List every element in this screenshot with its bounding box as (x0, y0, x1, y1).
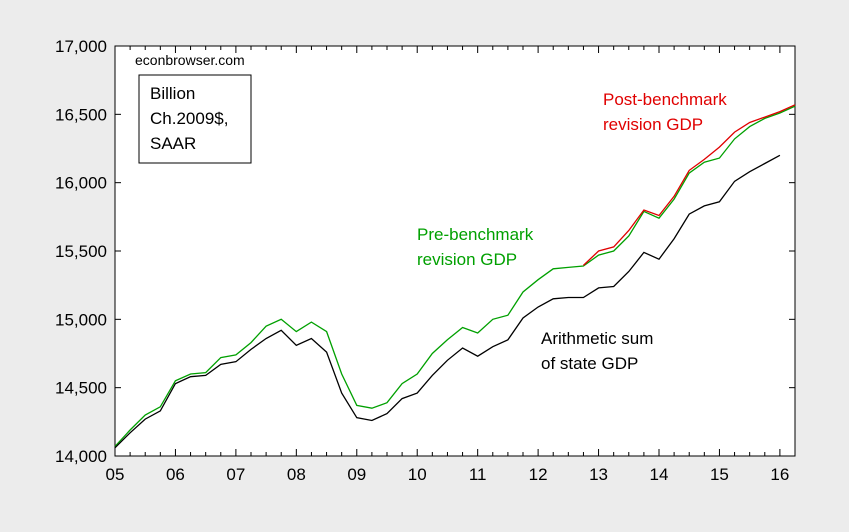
annotation-post-line-2: revision GDP (603, 115, 703, 134)
x-tick-label: 12 (529, 465, 548, 484)
series-line-post-benchmark (582, 104, 796, 266)
units-box: Billion Ch.2009$, SAAR (138, 74, 252, 164)
series-line-state-gdp (114, 154, 781, 449)
x-tick-label: 13 (589, 465, 608, 484)
units-line-1: Billion (150, 84, 195, 103)
x-tick-label: 10 (408, 465, 427, 484)
y-tick-label: 15,500 (55, 242, 107, 261)
y-axis: 14,000 14,500 15,000 15,500 16,000 16,500 17,0… (55, 37, 795, 466)
annotation-post-benchmark: Post-benchmark revision GDP (603, 90, 727, 134)
x-tick-label: 15 (710, 465, 729, 484)
y-tick-label: 14,000 (55, 447, 107, 466)
annotation-state-line-1: Arithmetic sum (541, 329, 653, 348)
y-tick-label: 16,500 (55, 105, 107, 124)
y-tick-label: 14,500 (55, 379, 107, 398)
annotation-state-line-2: of state GDP (541, 354, 638, 373)
source-label: econbrowser.com (135, 52, 245, 68)
y-tick-label: 17,000 (55, 37, 107, 56)
x-tick-label: 11 (469, 465, 487, 484)
units-line-3: SAAR (150, 134, 196, 153)
annotation-pre-line-2: revision GDP (417, 250, 517, 269)
x-axis: 05 06 07 08 09 10 11 12 13 14 15 16 (106, 46, 796, 484)
series-line-pre-benchmark (114, 105, 796, 447)
x-tick-label: 14 (650, 465, 669, 484)
series-layer (114, 104, 796, 449)
x-tick-label: 09 (347, 465, 366, 484)
x-tick-label: 07 (226, 465, 245, 484)
annotation-pre-benchmark: Pre-benchmark revision GDP (417, 225, 534, 269)
y-tick-label: 15,000 (55, 310, 107, 329)
x-tick-label: 05 (106, 465, 125, 484)
x-tick-label: 16 (770, 465, 789, 484)
y-tick-label: 16,000 (55, 174, 107, 193)
units-line-2: Ch.2009$, (150, 109, 228, 128)
x-tick-label: 08 (287, 465, 306, 484)
annotation-pre-line-1: Pre-benchmark (417, 225, 534, 244)
x-tick-label: 06 (166, 465, 185, 484)
annotation-post-line-1: Post-benchmark (603, 90, 727, 109)
annotation-state-gdp: Arithmetic sum of state GDP (541, 329, 653, 373)
